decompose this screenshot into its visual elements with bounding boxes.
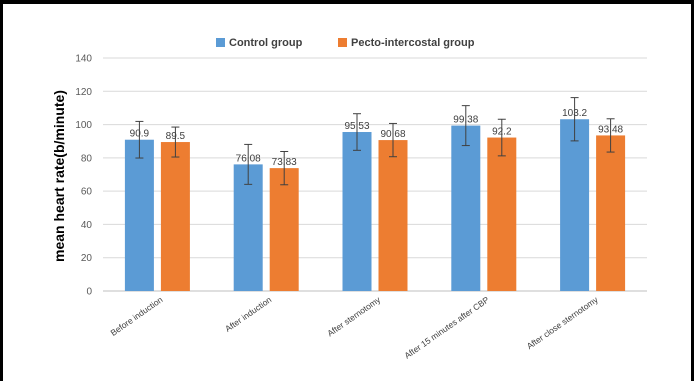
y-tick-label: 120 [75,87,92,98]
gridlines [103,57,647,292]
bars [124,119,626,291]
x-tick-label: After sternotomy [325,294,382,338]
data-label: 89.5 [166,131,186,142]
data-label: 93.48 [598,124,623,135]
legend: Control group Pecto-intercostal group [216,37,475,49]
x-tick-label: Before induction [108,294,164,338]
bar-control-4 [560,119,590,291]
data-label: 73.83 [272,157,297,168]
bar-pecto-1 [269,168,299,291]
data-label: 95.53 [344,121,369,132]
data-label: 90.68 [380,129,405,140]
bar-control-2 [342,132,372,291]
data-label: 90.9 [130,129,150,140]
error-bars [135,97,615,186]
legend-label: Control group [229,37,303,49]
y-tick-label: 100 [75,120,92,131]
bar-pecto-3 [487,137,517,291]
y-tick-label: 140 [75,54,92,65]
y-axis-ticks: 0 20 40 60 80 100 120 140 [75,54,92,298]
x-tick-label: After induction [223,294,273,334]
y-axis-label: mean heart rate(b/minute) [51,90,67,262]
y-tick-label: 0 [86,287,92,298]
bar-control-3 [451,125,481,291]
data-label: 92.2 [492,127,512,138]
y-tick-label: 80 [81,153,93,164]
bar-control-0 [124,139,154,291]
data-label: 103.2 [562,108,587,119]
data-labels: 90.9 89.5 76.08 73.83 95.53 90.68 99.38 92.2 103… [130,108,624,168]
bar-pecto-4 [596,135,626,291]
x-tick-label: After 15 minutes after CBP [402,294,491,360]
x-axis-ticks: Before induction After induction After ste… [108,294,600,361]
y-tick-label: 60 [81,187,93,198]
legend-swatch-control [216,38,225,47]
legend-swatch-pecto [338,38,347,47]
y-tick-label: 40 [81,220,93,231]
bar-pecto-2 [378,140,408,291]
y-tick-label: 20 [81,253,93,264]
x-tick-label: After close sternotomy [525,294,601,351]
bar-pecto-0 [160,142,190,291]
data-label: 76.08 [236,153,261,164]
bar-control-1 [233,164,263,291]
legend-label: Pecto-intercostal group [351,37,475,49]
data-label: 99.38 [453,115,478,126]
